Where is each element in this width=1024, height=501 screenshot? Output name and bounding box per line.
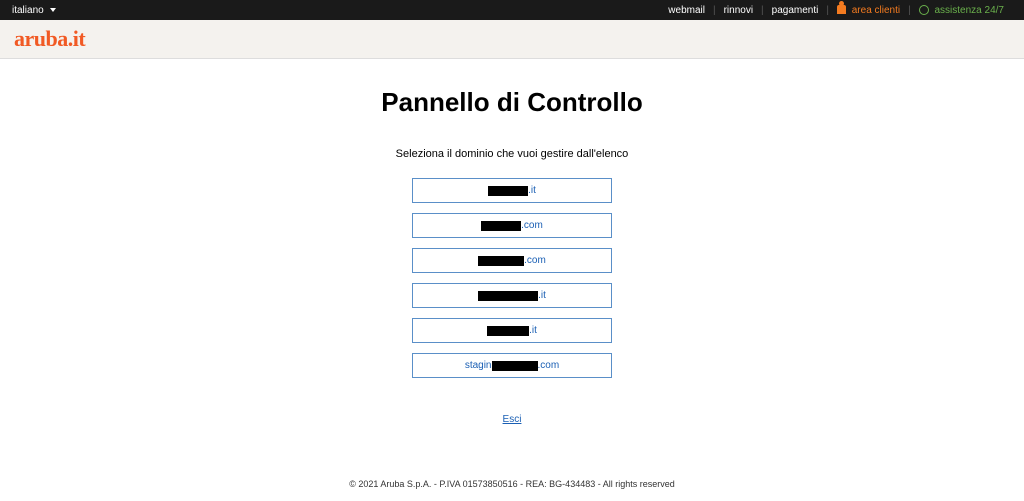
brand-logo[interactable]: aruba.it	[14, 26, 85, 51]
domain-link[interactable]: stagin .com	[412, 353, 612, 378]
nav-rinnovi[interactable]: rinnovi	[716, 5, 761, 16]
language-label: italiano	[12, 5, 44, 16]
user-icon	[837, 5, 846, 14]
topbar: italiano webmail | rinnovi | pagamenti |…	[0, 0, 1024, 20]
nav-assistenza[interactable]: assistenza 24/7	[911, 5, 1012, 16]
language-selector[interactable]: italiano	[12, 5, 56, 16]
redacted-text	[478, 256, 524, 266]
redacted-text	[481, 221, 521, 231]
redacted-text	[492, 361, 538, 371]
page-subtitle: Seleziona il dominio che vuoi gestire da…	[0, 148, 1024, 160]
domain-link[interactable]: .it	[412, 178, 612, 203]
footer-text: © 2021 Aruba S.p.A. - P.IVA 01573850516 …	[349, 479, 675, 489]
domain-link[interactable]: .it	[412, 283, 612, 308]
redacted-text	[478, 291, 538, 301]
domain-link[interactable]: .it	[412, 318, 612, 343]
main-content: Pannello di Controllo Seleziona il domin…	[0, 59, 1024, 467]
footer: © 2021 Aruba S.p.A. - P.IVA 01573850516 …	[0, 479, 1024, 489]
area-clienti-label: area clienti	[852, 5, 900, 16]
chevron-down-icon	[50, 8, 56, 12]
logout-link[interactable]: Esci	[503, 414, 522, 425]
nav-pagamenti[interactable]: pagamenti	[764, 5, 827, 16]
brand-bar: aruba.it	[0, 20, 1024, 59]
redacted-text	[487, 326, 529, 336]
assistenza-label: assistenza 24/7	[935, 5, 1005, 16]
domain-tld: .com	[524, 255, 546, 266]
domain-tld: .it	[528, 185, 536, 196]
domain-list: .it .com .com .it .it stagin .com	[0, 178, 1024, 378]
domain-tld: .com	[521, 220, 543, 231]
domain-link[interactable]: .com	[412, 248, 612, 273]
domain-tld: .com	[538, 360, 560, 371]
nav-area-clienti[interactable]: area clienti	[829, 5, 908, 16]
nav-webmail[interactable]: webmail	[660, 5, 713, 16]
headset-icon	[919, 5, 929, 15]
topbar-nav: webmail | rinnovi | pagamenti | area cli…	[660, 5, 1012, 16]
domain-tld: .it	[529, 325, 537, 336]
domain-tld: .it	[538, 290, 546, 301]
domain-prefix: stagin	[465, 360, 492, 371]
domain-link[interactable]: .com	[412, 213, 612, 238]
redacted-text	[488, 186, 528, 196]
page-title: Pannello di Controllo	[0, 87, 1024, 118]
